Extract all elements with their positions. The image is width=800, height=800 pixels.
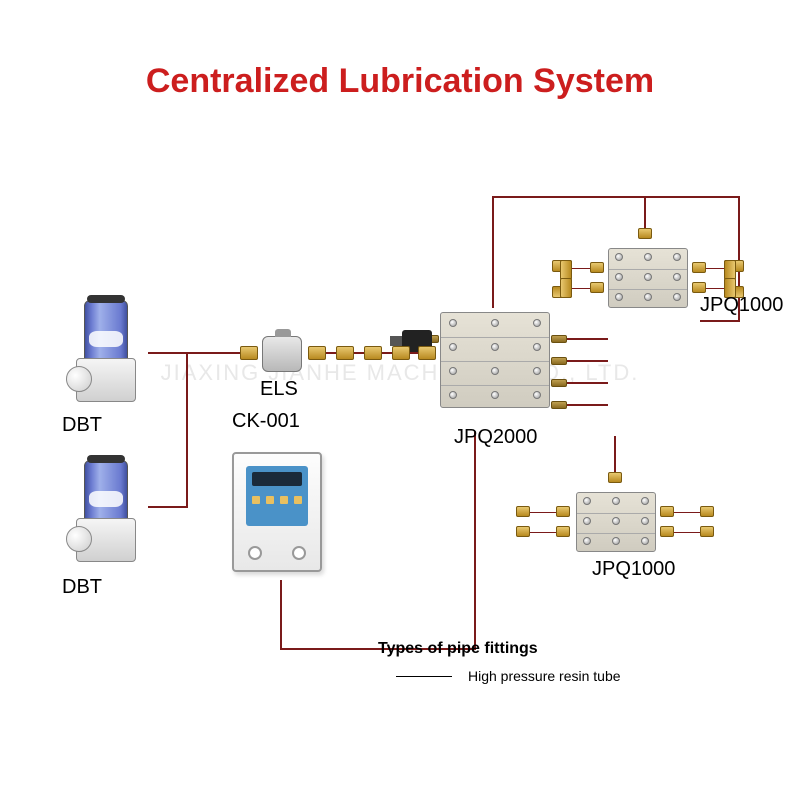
brass-fitting bbox=[660, 506, 674, 517]
brass-elbow bbox=[726, 260, 744, 278]
brass-fitting bbox=[336, 346, 354, 360]
pipe bbox=[474, 432, 476, 650]
brass-fitting bbox=[418, 346, 436, 360]
legend-title: Types of pipe fittings bbox=[378, 640, 538, 658]
jpq1000-distributor-b bbox=[576, 492, 656, 552]
pipe bbox=[148, 506, 188, 508]
pipe bbox=[148, 352, 188, 354]
jpq2000-distributor bbox=[440, 312, 550, 408]
label-jpq1000a: JPQ1000 bbox=[700, 294, 783, 317]
ck001-controller bbox=[232, 452, 322, 572]
brass-fitting bbox=[590, 282, 604, 293]
label-ck001: CK-001 bbox=[232, 410, 300, 433]
pipe bbox=[492, 196, 494, 308]
legend-line-icon bbox=[396, 676, 452, 677]
brass-fitting bbox=[638, 228, 652, 239]
pipe bbox=[492, 196, 740, 198]
jpq1000-distributor-a bbox=[608, 248, 688, 308]
brass-fitting bbox=[516, 506, 530, 517]
brass-fitting bbox=[590, 262, 604, 273]
brass-elbow bbox=[552, 280, 570, 298]
brass-fitting bbox=[700, 526, 714, 537]
brass-fitting bbox=[556, 506, 570, 517]
brass-fitting bbox=[692, 262, 706, 273]
label-dbt1: DBT bbox=[62, 414, 102, 437]
els-filter bbox=[262, 336, 302, 372]
brass-fitting bbox=[392, 346, 410, 360]
brass-fitting bbox=[516, 526, 530, 537]
brass-elbow bbox=[552, 260, 570, 278]
label-jpq1000b: JPQ1000 bbox=[592, 558, 675, 581]
pipe bbox=[186, 352, 188, 508]
brass-fitting bbox=[364, 346, 382, 360]
label-dbt2: DBT bbox=[62, 576, 102, 599]
pipe bbox=[186, 352, 244, 354]
brass-fitting bbox=[692, 282, 706, 293]
label-els: ELS bbox=[260, 378, 298, 401]
page-title: Centralized Lubrication System bbox=[0, 62, 800, 101]
label-jpq2000: JPQ2000 bbox=[454, 426, 537, 449]
brass-fitting bbox=[660, 526, 674, 537]
brass-fitting bbox=[308, 346, 326, 360]
brass-fitting bbox=[240, 346, 258, 360]
pipe bbox=[700, 320, 740, 322]
brass-fitting bbox=[608, 472, 622, 483]
pipe bbox=[280, 580, 282, 650]
dbt-pump-2 bbox=[66, 460, 146, 570]
brass-fitting bbox=[556, 526, 570, 537]
dbt-pump-1 bbox=[66, 300, 146, 410]
brass-fitting bbox=[700, 506, 714, 517]
legend-item: High pressure resin tube bbox=[468, 668, 621, 684]
